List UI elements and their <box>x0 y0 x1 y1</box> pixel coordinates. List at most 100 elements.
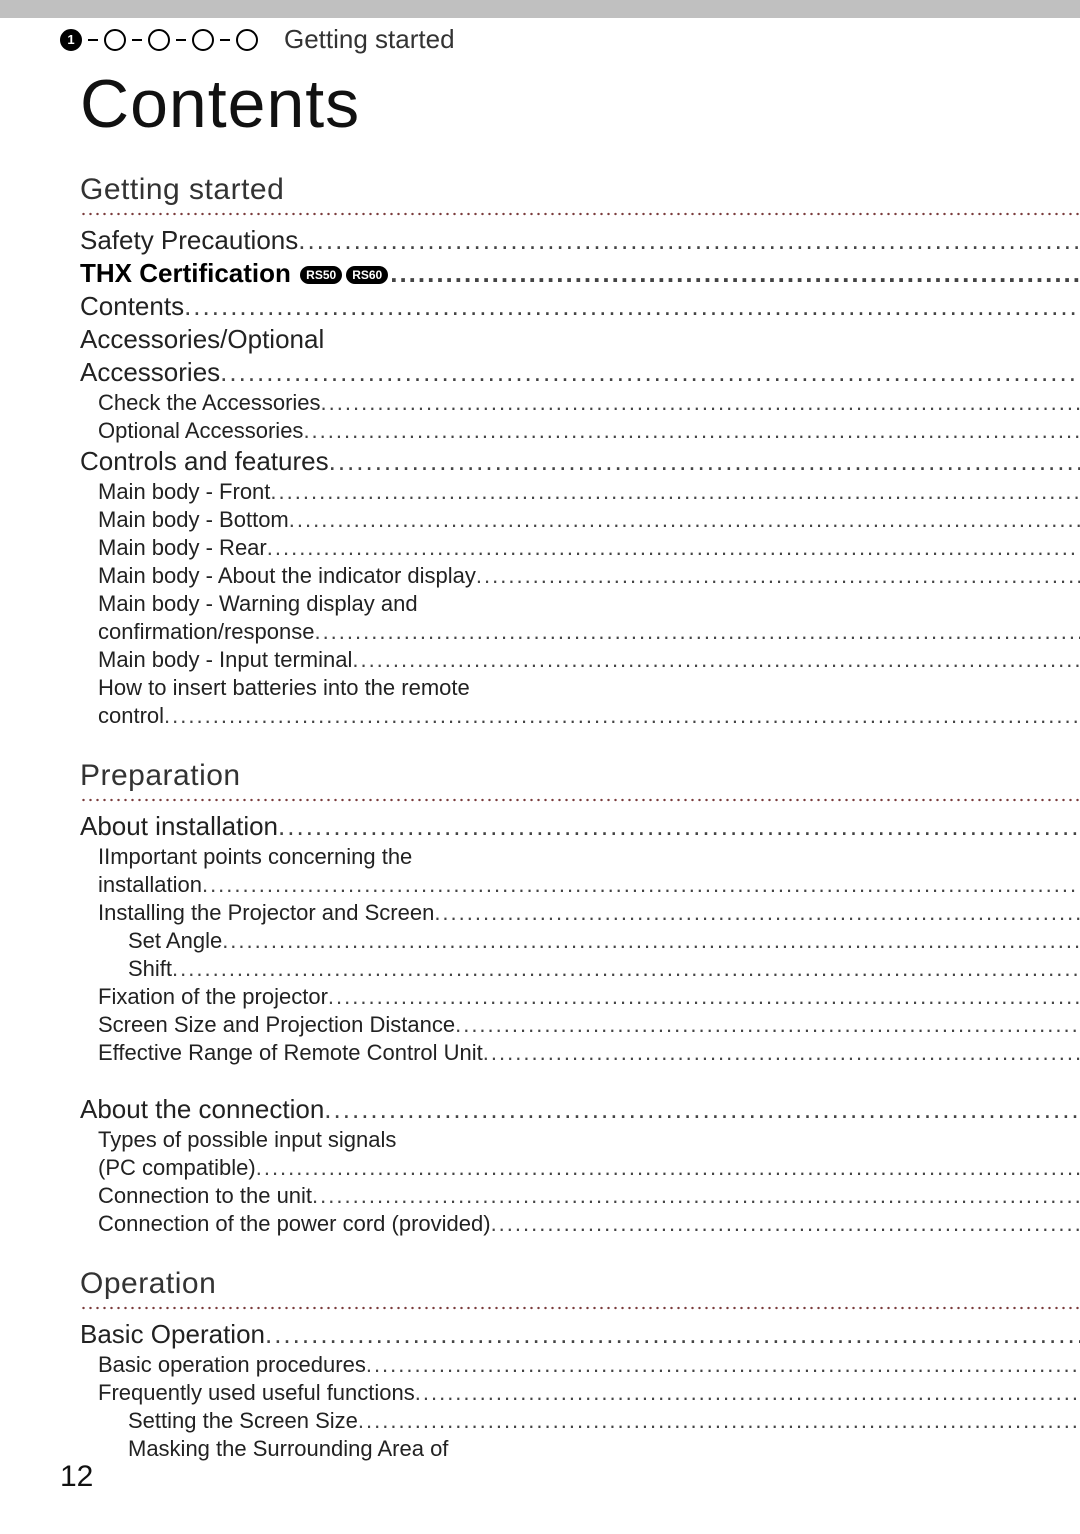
leader-dots <box>256 1155 1080 1181</box>
leader-dots <box>222 928 1080 954</box>
leader-dots <box>312 1183 1080 1209</box>
toc-label: Safety Precautions <box>80 225 298 256</box>
toc-label: How to insert batteries into the remote <box>98 675 470 701</box>
leader-dots <box>321 390 1080 416</box>
toc-label: Accessories/Optional <box>80 324 324 355</box>
toc-label: Accessories <box>80 357 220 388</box>
toc-row: Basic Operation32 <box>80 1319 1080 1350</box>
model-badge: RS60 <box>346 266 388 284</box>
left-column: Getting started Safety Precautions2THX C… <box>80 163 1080 1464</box>
leader-dots <box>303 418 1080 444</box>
toc-row: Screen Size and Projection Distance23 <box>80 1012 1080 1038</box>
leader-dots <box>328 984 1080 1010</box>
toc-label: Setting the Screen Size <box>128 1408 358 1434</box>
toc-label: Connection of the power cord (provided) <box>98 1211 491 1237</box>
section-operation: Operation <box>80 1267 1080 1301</box>
toc-row: Accessories/Optional <box>80 324 1080 355</box>
section-preparation-rows: About installation20IImportant points co… <box>80 811 1080 1066</box>
toc-label: Shift <box>128 956 172 982</box>
toc-label: Optional Accessories <box>98 418 303 444</box>
leader-dots <box>324 1094 1080 1125</box>
step-4-icon <box>192 29 214 51</box>
leader-dots <box>164 703 1080 729</box>
leader-dots <box>329 446 1080 477</box>
toc-row: Main body - Warning display and <box>80 591 1080 617</box>
toc-label: (PC compatible) <box>98 1155 256 1181</box>
toc-row: control19 <box>80 703 1080 729</box>
toc-label: Controls and features <box>80 446 329 477</box>
toc-label: Types of possible input signals <box>98 1127 396 1153</box>
toc-label: Main body - Front <box>98 479 270 505</box>
toc-label: Frequently used useful functions <box>98 1380 415 1406</box>
leader-dots <box>415 1380 1080 1406</box>
toc-row: Contents12 <box>80 291 1080 322</box>
toc-row: Effective Range of Remote Control Unit23 <box>80 1040 1080 1066</box>
toc-label: THX Certification RS50RS60 <box>80 258 390 289</box>
toc-label: Set Angle <box>128 928 222 954</box>
toc-row: Connection to the unit25 <box>80 1183 1080 1209</box>
leader-dots <box>352 647 1080 673</box>
leader-dots <box>267 535 1080 561</box>
section-rule <box>80 797 1080 803</box>
toc-label: Main body - Warning display and <box>98 591 418 617</box>
toc-label: confirmation/response <box>98 619 314 645</box>
step-connector <box>132 39 142 41</box>
toc-row: Connection of the power cord (provided)3… <box>80 1211 1080 1237</box>
leader-dots <box>172 956 1080 982</box>
toc-label: Fixation of the projector <box>98 984 328 1010</box>
leader-dots <box>455 1012 1080 1038</box>
step-connector <box>220 39 230 41</box>
toc-label: Basic Operation <box>80 1319 265 1350</box>
leader-dots <box>366 1352 1080 1378</box>
leader-dots <box>184 291 1080 322</box>
toc-row: Frequently used useful functions34 <box>80 1380 1080 1406</box>
leader-dots <box>278 811 1080 842</box>
leader-dots <box>483 1040 1080 1066</box>
toc-row: Main body - Front14 <box>80 479 1080 505</box>
leader-dots <box>476 563 1080 589</box>
toc-row: Set Angle21 <box>80 928 1080 954</box>
step-indicator: 1 Getting started <box>60 24 1080 55</box>
toc-row: How to insert batteries into the remote <box>80 675 1080 701</box>
toc-row: Accessories13 <box>80 357 1080 388</box>
leader-dots <box>289 507 1080 533</box>
toc-row: IImportant points concerning the <box>80 844 1080 870</box>
leader-dots <box>434 900 1080 926</box>
toc-row: Installing the Projector and Screen21 <box>80 900 1080 926</box>
step-2-icon <box>104 29 126 51</box>
toc-columns: Getting started Safety Precautions2THX C… <box>0 163 1080 1464</box>
leader-dots <box>298 225 1080 256</box>
toc-label: Effective Range of Remote Control Unit <box>98 1040 483 1066</box>
toc-label: Basic operation procedures <box>98 1352 366 1378</box>
toc-label: Screen Size and Projection Distance <box>98 1012 455 1038</box>
toc-label: Main body - Rear <box>98 535 267 561</box>
leader-dots <box>390 258 1080 289</box>
toc-label: Contents <box>80 291 184 322</box>
step-connector <box>176 39 186 41</box>
page-title: Contents <box>80 65 1080 143</box>
toc-row: Shift21 <box>80 956 1080 982</box>
toc-row: confirmation/response17 <box>80 619 1080 645</box>
toc-row: Basic operation procedures32 <box>80 1352 1080 1378</box>
model-badge: RS50 <box>300 266 342 284</box>
toc-label: About installation <box>80 811 278 842</box>
step-1-icon: 1 <box>60 29 82 51</box>
toc-row: Check the Accessories13 <box>80 390 1080 416</box>
toc-row: (PC compatible)24 <box>80 1155 1080 1181</box>
toc-label: Connection to the unit <box>98 1183 312 1209</box>
toc-row: About installation20 <box>80 811 1080 842</box>
section-rule <box>80 1305 1080 1311</box>
toc-row: Main body - Bottom14 <box>80 507 1080 533</box>
section-getting-started-rows: Safety Precautions2THX Certification RS5… <box>80 225 1080 729</box>
toc-row: Main body - About the indicator display1… <box>80 563 1080 589</box>
section-operation-rows: Basic Operation32Basic operation procedu… <box>80 1319 1080 1462</box>
step-connector <box>88 39 98 41</box>
toc-label: Check the Accessories <box>98 390 321 416</box>
toc-label: Main body - About the indicator display <box>98 563 476 589</box>
toc-label: About the connection <box>80 1094 324 1125</box>
leader-dots <box>314 619 1080 645</box>
toc-label: Main body - Input terminal <box>98 647 352 673</box>
toc-label: installation <box>98 872 202 898</box>
toc-label: Installing the Projector and Screen <box>98 900 434 926</box>
breadcrumb: Getting started <box>284 24 455 55</box>
